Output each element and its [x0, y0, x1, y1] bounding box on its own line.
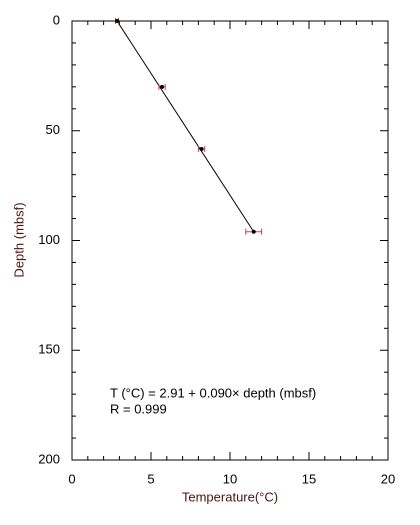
y-axis-label: Depth (mbsf) [11, 202, 26, 277]
annotation: R = 0.999 [110, 401, 167, 416]
y-tick-label: 50 [46, 122, 60, 137]
y-tick-label: 200 [38, 451, 60, 466]
x-tick-label: 20 [381, 471, 395, 486]
point [160, 84, 165, 89]
x-tick-label: 5 [147, 471, 154, 486]
x-tick-label: 10 [223, 471, 237, 486]
y-tick-label: 100 [38, 232, 60, 247]
point [251, 229, 256, 234]
x-tick-label: 15 [302, 471, 316, 486]
x-axis-label: Temperature(°C) [182, 489, 278, 504]
point [199, 146, 204, 151]
point [115, 19, 120, 23]
y-tick-label: 150 [38, 342, 60, 357]
x-tick-label: 0 [68, 471, 75, 486]
y-tick-label: 0 [53, 12, 60, 27]
annotation: T (°C) = 2.91 + 0.090× depth (mbsf) [110, 385, 316, 400]
fit-line [116, 20, 255, 232]
